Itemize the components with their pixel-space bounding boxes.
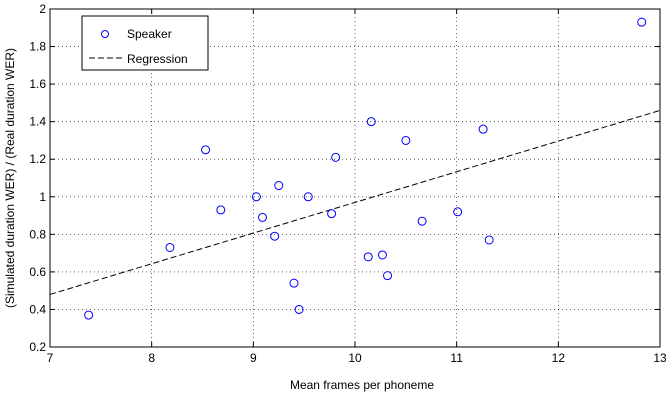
x-tick-label: 13 xyxy=(653,351,667,365)
speaker-point xyxy=(84,310,94,320)
x-tick-label: 11 xyxy=(450,351,463,365)
y-tick-label: 0.6 xyxy=(29,265,46,279)
speaker-point xyxy=(251,192,261,202)
speaker-point xyxy=(401,135,411,145)
speaker-point xyxy=(484,235,494,245)
legend-speaker-marker xyxy=(101,30,109,38)
y-tick-label: 1.8 xyxy=(29,40,46,54)
speaker-point xyxy=(637,17,647,27)
x-tick-label: 12 xyxy=(552,351,566,365)
speaker-point xyxy=(303,192,313,202)
regression-line-group xyxy=(49,109,661,295)
speaker-point xyxy=(201,145,211,155)
speaker-point xyxy=(363,252,373,262)
speaker-points-group xyxy=(84,17,647,320)
x-axis-label: Mean frames per phoneme xyxy=(290,378,434,392)
x-tick-label: 7 xyxy=(47,351,54,365)
regression-line xyxy=(49,109,661,295)
legend-box xyxy=(81,15,209,71)
speaker-point xyxy=(383,271,393,281)
y-tick-label: 0.4 xyxy=(29,302,46,316)
y-tick-label: 2 xyxy=(39,2,46,16)
y-tick-label: 1.2 xyxy=(29,152,46,166)
speaker-point xyxy=(417,216,427,226)
y-tick-label: 0.8 xyxy=(29,227,46,241)
speaker-point xyxy=(331,152,341,162)
speaker-point xyxy=(453,207,463,217)
x-tick-label: 8 xyxy=(148,351,155,365)
legend-regression-label: Regression xyxy=(127,52,188,66)
speaker-point xyxy=(216,205,226,215)
legend-speaker-label: Speaker xyxy=(127,27,172,41)
speaker-point xyxy=(327,209,337,219)
x-tick-label: 9 xyxy=(250,351,257,365)
y-tick-label: 1 xyxy=(39,190,46,204)
y-axis-label: (Simulated duration WER) / (Real duratio… xyxy=(3,48,17,308)
x-tick-label: 10 xyxy=(348,351,362,365)
speaker-point xyxy=(366,117,376,127)
speaker-point xyxy=(294,304,304,314)
speaker-point xyxy=(478,124,488,134)
legend: Speaker Regression xyxy=(81,15,209,71)
speaker-point xyxy=(165,242,175,252)
y-tick-label: 1.4 xyxy=(29,115,46,129)
grid-lines xyxy=(50,9,660,347)
speaker-point xyxy=(257,212,267,222)
speaker-point xyxy=(270,231,280,241)
speaker-point xyxy=(274,181,284,191)
y-tick-label: 0.2 xyxy=(29,340,46,354)
speaker-point xyxy=(289,278,299,288)
axis-ticks: 7 8 9 10 11 12 13 0.2 0.4 0.6 0.8 1 1.2 1.4 1.6 1.8 2 xyxy=(29,2,667,365)
y-tick-label: 1.6 xyxy=(29,77,46,91)
speaker-point xyxy=(377,250,387,260)
